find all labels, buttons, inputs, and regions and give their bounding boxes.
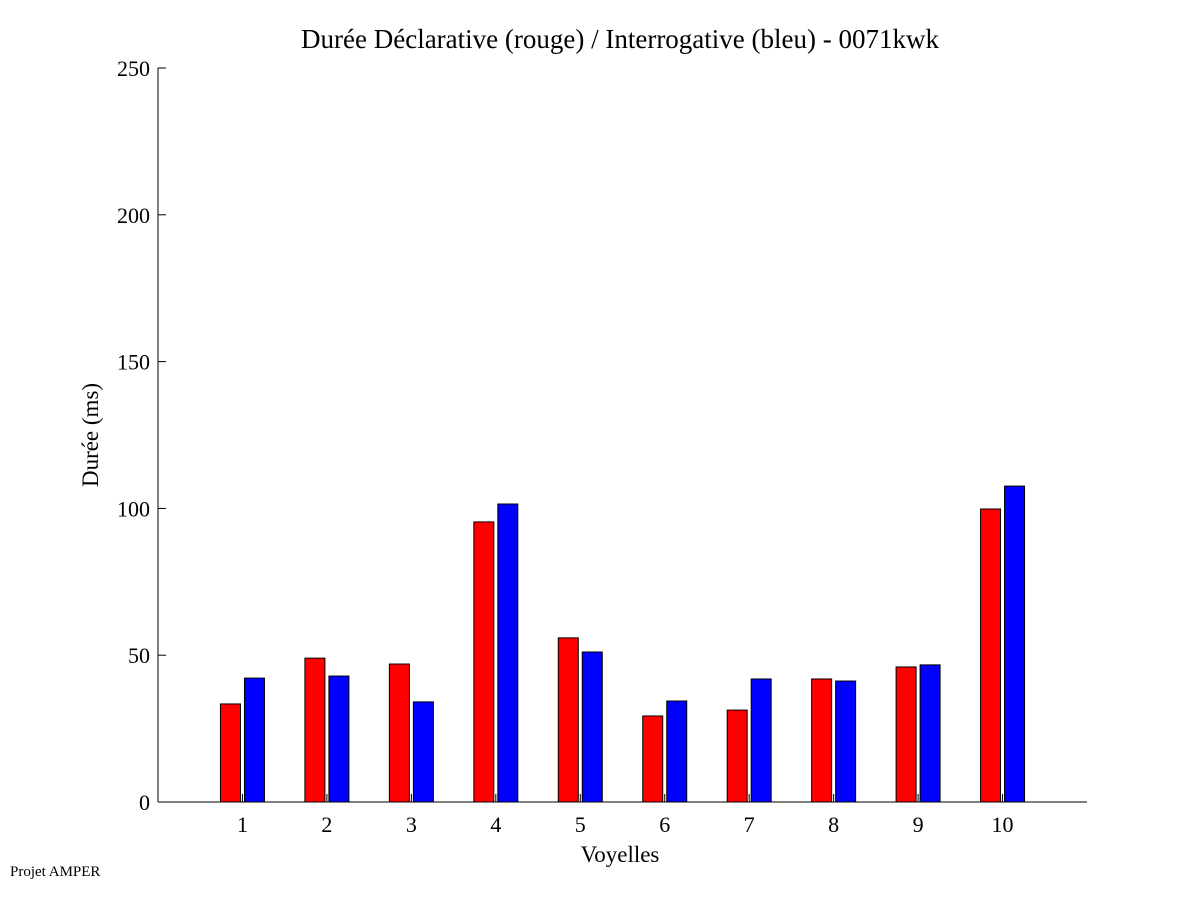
y-tick-label: 250 [117, 56, 150, 81]
bar-blue-2 [328, 675, 350, 803]
x-tick-label: 6 [659, 812, 670, 837]
bar-blue-1 [243, 677, 265, 803]
bar-red-5 [557, 637, 579, 803]
y-tick-label: 50 [128, 643, 150, 668]
x-tick-label: 4 [490, 812, 501, 837]
x-tick-label: 1 [237, 812, 248, 837]
y-tick-label: 0 [139, 790, 150, 815]
x-tick-label: 5 [575, 812, 586, 837]
y-tick-label: 200 [117, 203, 150, 228]
bar-blue-5 [581, 651, 603, 803]
bar-blue-9 [919, 664, 941, 803]
bar-blue-10 [1004, 485, 1026, 803]
footer-credit: Projet AMPER [10, 864, 101, 880]
bar-red-9 [895, 666, 917, 803]
chart-title: Durée Déclarative (rouge) / Interrogativ… [301, 24, 939, 54]
bar-red-4 [473, 521, 495, 803]
bar-red-2 [304, 657, 326, 803]
bar-blue-8 [835, 680, 857, 803]
y-axis-label: Durée (ms) [78, 383, 103, 487]
y-tick-label: 150 [117, 350, 150, 375]
bar-red-3 [388, 663, 410, 803]
bar-red-8 [811, 678, 833, 803]
bar-blue-7 [750, 678, 772, 803]
x-tick-label: 8 [828, 812, 839, 837]
x-tick-label: 10 [992, 812, 1014, 837]
x-axis-label: Voyelles [581, 842, 660, 867]
x-tick-label: 2 [321, 812, 332, 837]
bar-blue-3 [412, 701, 434, 803]
bar-red-7 [726, 709, 748, 803]
bars-group [219, 485, 1026, 803]
bar-red-6 [642, 715, 664, 803]
bar-red-10 [980, 508, 1002, 803]
y-tick-label: 100 [117, 496, 150, 521]
bar-red-1 [219, 703, 241, 803]
bar-blue-4 [497, 503, 519, 803]
x-tick-label: 9 [913, 812, 924, 837]
x-tick-label: 3 [406, 812, 417, 837]
bar-blue-6 [666, 700, 688, 803]
x-tick-label: 7 [744, 812, 755, 837]
